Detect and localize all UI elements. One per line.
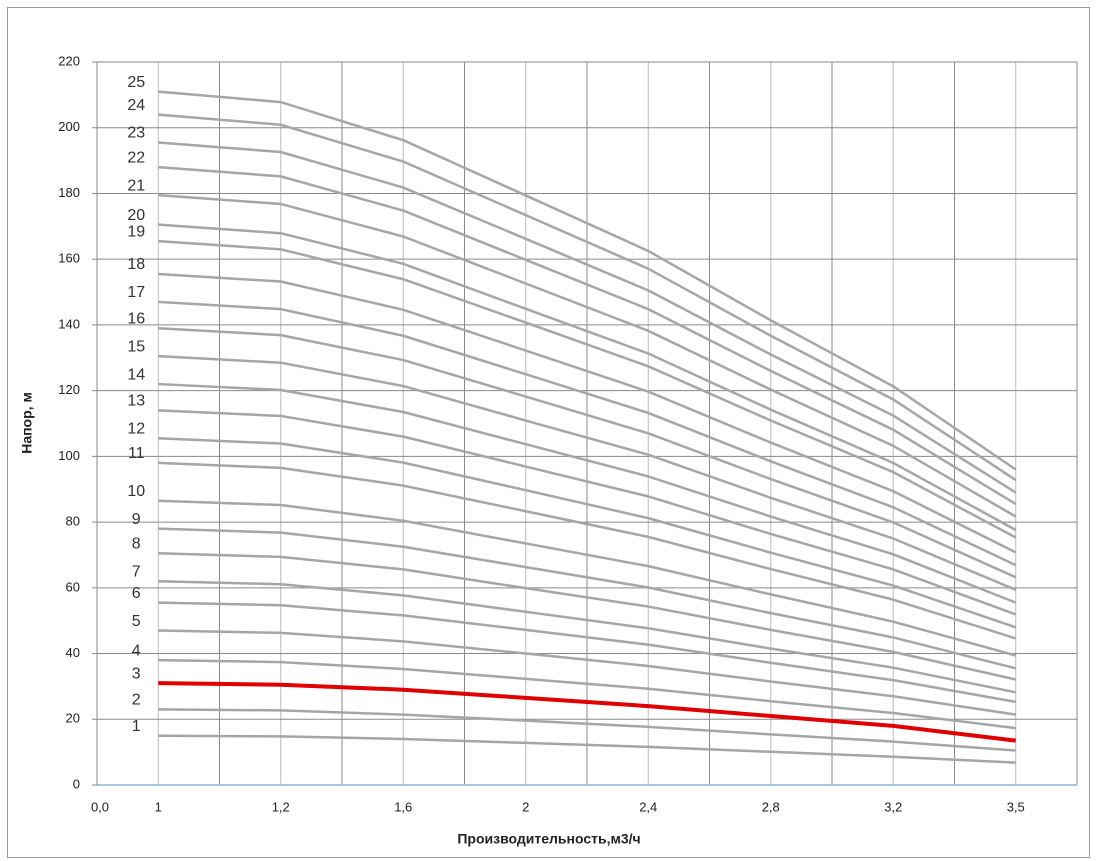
series-label: 8 [132,536,141,553]
series-label: 11 [128,445,145,462]
y-tick-label: 200 [58,119,80,134]
series-label: 24 [127,97,145,114]
x-tick-label: 2,4 [639,799,657,814]
series-label: 6 [132,585,141,602]
series-label: 17 [127,284,145,301]
series-line [158,382,1017,604]
series-line [158,409,1017,616]
x-tick-label: 2,8 [762,799,780,814]
series-line [158,579,1016,694]
series-line [158,629,1016,716]
series-label: 2 [132,692,141,709]
series-line [158,601,1016,704]
series-line [158,681,1016,743]
series-line [158,527,1017,670]
x-tick-label: 1,2 [272,799,290,814]
series-label: 10 [127,483,145,500]
series-label: 25 [127,74,145,91]
series-line [158,193,1017,518]
series-line [158,300,1017,567]
y-tick-label: 100 [58,448,80,463]
y-tick-label: 180 [58,185,80,200]
series-line [158,90,1017,471]
series-line [158,734,1016,764]
series-line [158,141,1017,494]
series-line [158,461,1017,640]
x-tick-label: 3,2 [884,799,902,814]
series-line [158,658,1016,730]
y-tick-label: 60 [66,579,80,594]
series-label: 5 [132,613,141,630]
series-label: 16 [127,310,145,327]
y-tick-label: 160 [58,251,80,266]
series-line [158,354,1017,591]
series-label: 4 [132,642,141,659]
series-label: 7 [132,563,141,580]
y-tick-label: 80 [66,514,80,529]
y-tick-label: 120 [58,382,80,397]
series-line [158,499,1017,657]
series-line [158,113,1017,482]
y-tick-label: 40 [66,645,80,660]
y-axis-title: Напор, м [19,392,35,454]
x-tick-label: 1,6 [394,799,412,814]
series-line [158,552,1017,681]
x-origin-label: 0,0 [91,799,109,814]
y-tick-label: 20 [66,711,80,726]
series-label: 1 [132,718,141,735]
series-label: 9 [132,511,141,528]
series-label: 21 [127,177,145,194]
series-label: 15 [127,338,145,355]
series-line [158,239,1017,539]
x-axis-title: Производительность,м3/ч [457,831,640,847]
series-line [158,326,1017,579]
series-line [158,223,1017,532]
series-label: 20 [127,207,145,224]
series-label: 3 [132,665,141,682]
series-line [158,272,1017,554]
x-tick-label: 1 [155,799,162,814]
series-label: 12 [127,421,145,438]
series-label: 22 [127,149,145,166]
series-label: 19 [127,223,145,240]
series-line [158,437,1017,629]
y-tick-label: 220 [58,53,80,68]
series-line [158,708,1016,752]
y-tick-label: 140 [58,316,80,331]
series-label: 18 [127,256,145,273]
y-tick-label: 0 [73,776,80,791]
x-tick-label: 2 [522,799,529,814]
series-label: 14 [127,366,145,383]
series-label: 13 [127,393,145,410]
series-line [158,165,1017,506]
series-label: 23 [127,125,145,142]
x-tick-label: 3,5 [1007,799,1025,814]
